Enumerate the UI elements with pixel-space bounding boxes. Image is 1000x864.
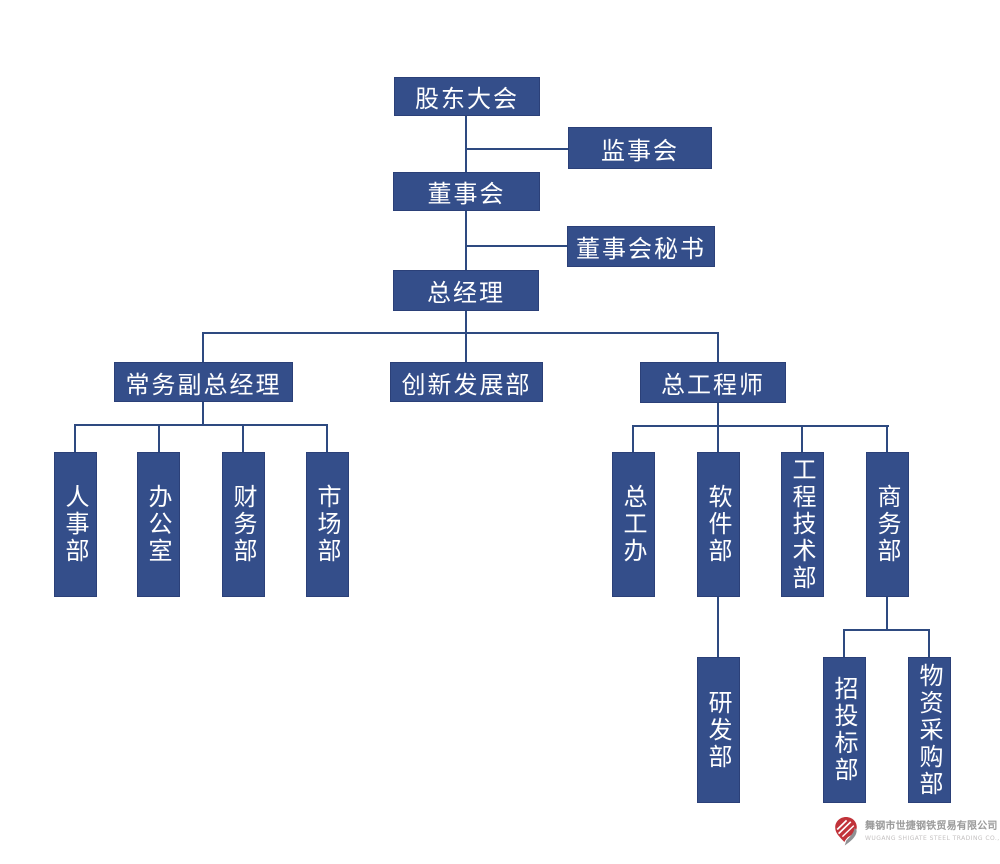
org-node-office: 办公室 — [137, 452, 180, 597]
connector-branch-supervisory — [466, 148, 570, 150]
org-node-engineering-tech-dept: 工程技术部 — [781, 452, 824, 597]
org-node-chief-engineer-office: 总工办 — [612, 452, 655, 597]
connector-drop-procurement — [928, 629, 930, 657]
org-node-hr-dept: 人事部 — [54, 452, 97, 597]
org-node-rnd-dept: 研发部 — [697, 657, 740, 803]
connector-branch-board-secretary — [466, 245, 570, 247]
connector-drop-engineering — [801, 425, 803, 452]
connector-chief-engineer-spread — [633, 425, 889, 427]
connector-drop-commerce — [886, 425, 888, 452]
connector-drop-finance — [242, 424, 244, 452]
connector-shareholders-board — [465, 116, 467, 172]
company-name-block: 舞钢市世捷钢铁贸易有限公司 WUGANG SHIGATE STEEL TRADI… — [865, 820, 1000, 843]
company-logo: 舞钢市世捷钢铁贸易有限公司 WUGANG SHIGATE STEEL TRADI… — [834, 816, 1000, 846]
org-node-supervisory-board: 监事会 — [568, 127, 712, 169]
org-node-chief-engineer: 总工程师 — [640, 362, 786, 403]
org-node-marketing-dept: 市场部 — [306, 452, 349, 597]
connector-drop-office — [158, 424, 160, 452]
org-node-general-manager: 总经理 — [393, 270, 539, 311]
org-node-commerce-dept: 商务部 — [866, 452, 909, 597]
org-node-board-secretary: 董事会秘书 — [567, 226, 715, 267]
connector-drop-marketing — [326, 424, 328, 452]
org-node-bidding-dept: 招投标部 — [823, 657, 866, 803]
connector-drop-deputy-gm — [202, 332, 204, 362]
connector-gm-spread — [202, 332, 719, 334]
org-node-material-procurement-dept: 物资采购部 — [908, 657, 951, 803]
connector-deputy-gm-down — [202, 402, 204, 424]
connector-software-rnd — [717, 597, 719, 657]
connector-drop-hr — [74, 424, 76, 452]
company-name-cn: 舞钢市世捷钢铁贸易有限公司 — [865, 820, 998, 832]
org-node-shareholders-meeting: 股东大会 — [394, 77, 540, 116]
org-node-executive-deputy-gm: 常务副总经理 — [114, 362, 293, 402]
connector-commerce-spread — [843, 629, 930, 631]
connector-chief-engineer-down — [717, 402, 719, 452]
connector-deputy-gm-spread — [74, 424, 328, 426]
pin-swoosh-logo-icon — [835, 817, 857, 846]
org-node-innovation-dev-dept: 创新发展部 — [390, 362, 543, 402]
org-node-software-dept: 软件部 — [697, 452, 740, 597]
org-node-finance-dept: 财务部 — [222, 452, 265, 597]
connector-gm-down — [465, 311, 467, 362]
connector-commerce-down — [886, 597, 888, 630]
connector-board-gm — [465, 211, 467, 270]
connector-drop-chief-engineer — [717, 332, 719, 362]
connector-drop-ce-office — [632, 425, 634, 452]
company-name-en: WUGANG SHIGATE STEEL TRADING CO.,LTD — [865, 834, 1000, 842]
org-node-board-of-directors: 董事会 — [393, 172, 540, 211]
connector-drop-bidding — [843, 629, 845, 657]
